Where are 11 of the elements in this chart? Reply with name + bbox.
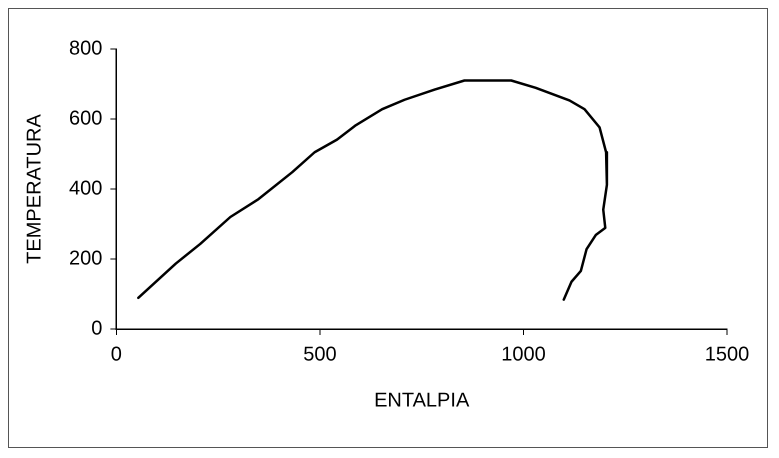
x-axis-title: ENTALPIA (374, 390, 470, 412)
y-tick-label: 800 (68, 38, 102, 60)
y-axis-title: TEMPERATURA (24, 114, 46, 264)
x-tick-label: 0 (110, 344, 122, 366)
y-tick-label: 600 (68, 108, 102, 130)
y-tick-label: 200 (68, 248, 102, 270)
x-tick-label: 1000 (501, 344, 546, 366)
y-tick-label: 400 (68, 178, 102, 200)
y-tick-label: 0 (91, 318, 102, 340)
x-tick-label: 500 (303, 344, 337, 366)
x-tick-label: 1500 (704, 344, 750, 366)
